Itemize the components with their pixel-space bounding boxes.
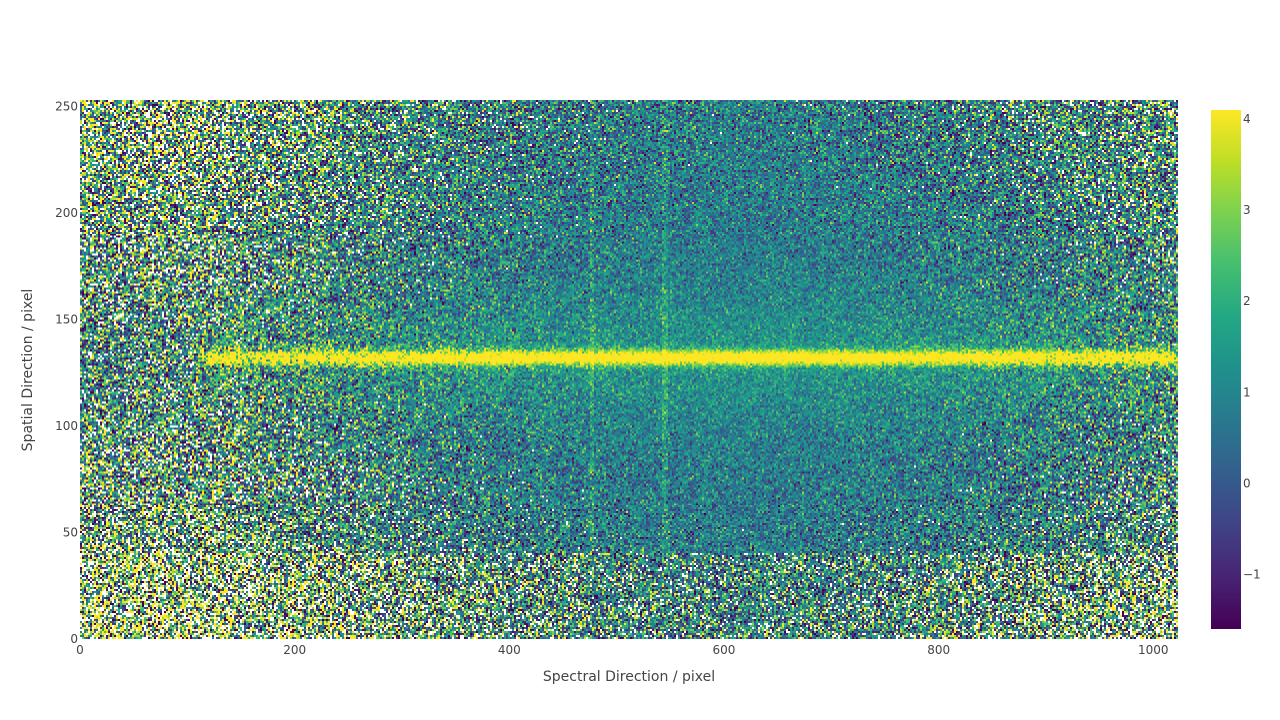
x-tick-label: 1000 xyxy=(1138,643,1169,657)
x-axis-title: Spectral Direction / pixel xyxy=(543,669,715,685)
y-tick-label: 200 xyxy=(55,206,78,220)
colorbar-tick-label: 3 xyxy=(1243,203,1251,217)
x-axis-ticks: 0 200 400 600 800 1000 xyxy=(76,643,1168,657)
colorbar-ticks: −1 0 1 2 3 4 xyxy=(1243,112,1261,581)
heatmap-image[interactable] xyxy=(80,100,1178,639)
x-tick-label: 800 xyxy=(927,643,950,657)
colorbar xyxy=(1211,110,1241,629)
y-tick-label: 150 xyxy=(55,312,78,326)
colorbar-tick-label: 1 xyxy=(1243,385,1251,399)
y-axis-ticks: 0 50 100 150 200 250 xyxy=(55,99,78,646)
x-tick-label: 400 xyxy=(498,643,521,657)
y-tick-label: 0 xyxy=(70,632,78,646)
y-tick-label: 50 xyxy=(63,525,78,539)
x-tick-label: 600 xyxy=(713,643,736,657)
x-tick-label: 200 xyxy=(283,643,306,657)
colorbar-tick-label: −1 xyxy=(1243,567,1261,581)
x-tick-label: 0 xyxy=(76,643,84,657)
y-tick-label: 250 xyxy=(55,99,78,113)
y-tick-label: 100 xyxy=(55,419,78,433)
colorbar-tick-label: 2 xyxy=(1243,294,1251,308)
colorbar-tick-label: 4 xyxy=(1243,112,1251,126)
colorbar-tick-label: 0 xyxy=(1243,476,1251,490)
y-axis-title: Spatial Direction / pixel xyxy=(20,289,36,452)
